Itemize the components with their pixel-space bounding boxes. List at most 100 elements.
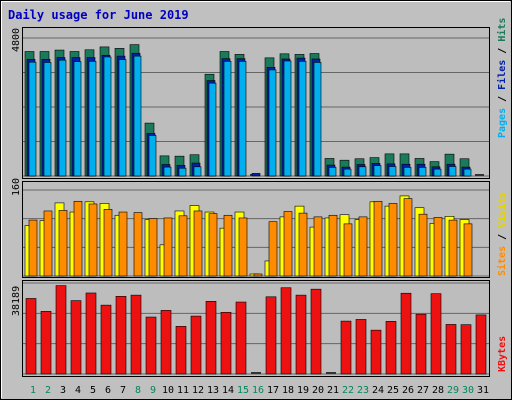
x-tick-label-day-2: 2 bbox=[45, 385, 51, 396]
x-tick-label-day-21: 21 bbox=[327, 385, 339, 396]
bar-kbytes-day-23 bbox=[355, 319, 367, 375]
kbytes-axis-label: KBytes bbox=[497, 336, 508, 372]
bar-sites-day-3 bbox=[58, 210, 68, 277]
requests-ymax-label: 4800 bbox=[11, 28, 22, 52]
x-axis-labels: 1 2 3 4 5 6 7 8 9 10 11 12 13 14 15 16 17 18 19 20 21 22 23 24 2… bbox=[30, 385, 489, 396]
bar-sites-day-4 bbox=[73, 200, 83, 277]
bar-kbytes-day-7 bbox=[115, 296, 127, 375]
x-tick-label-day-28: 28 bbox=[432, 385, 444, 396]
visits-ymax-label: 160 bbox=[11, 178, 22, 196]
bar-sites-day-8 bbox=[133, 212, 143, 277]
bar-pages-day-4 bbox=[73, 61, 82, 177]
bar-kbytes-day-13 bbox=[205, 301, 217, 375]
x-tick-label-day-13: 13 bbox=[207, 385, 219, 396]
bar-kbytes-day-17 bbox=[265, 296, 277, 375]
x-tick-label-day-17: 17 bbox=[267, 385, 279, 396]
bar-pages-day-14 bbox=[223, 60, 232, 177]
bar-sites-day-30 bbox=[463, 223, 473, 277]
bar-pages-day-22 bbox=[343, 168, 352, 177]
bar-pages-day-5 bbox=[88, 60, 97, 177]
bar-pages-day-19 bbox=[298, 60, 307, 177]
bar-kbytes-day-16 bbox=[251, 372, 261, 374]
visits-axis-label: Sites / Visits bbox=[496, 192, 508, 276]
bar-sites-day-25 bbox=[388, 203, 398, 277]
bar-kbytes-day-31 bbox=[475, 314, 487, 375]
requests-axis-label: Pages / Files / Hits bbox=[496, 18, 508, 138]
bar-sites-day-11 bbox=[178, 215, 188, 277]
x-tick-label-day-30: 30 bbox=[462, 385, 474, 396]
bar-pages-day-20 bbox=[313, 62, 322, 177]
bar-kbytes-day-29 bbox=[445, 324, 457, 375]
bars bbox=[24, 44, 487, 375]
bar-kbytes-day-21 bbox=[326, 372, 336, 374]
x-tick-label-day-10: 10 bbox=[162, 385, 174, 396]
x-tick-label-day-12: 12 bbox=[192, 385, 204, 396]
x-tick-label-day-29: 29 bbox=[447, 385, 459, 396]
bar-kbytes-day-10 bbox=[160, 310, 172, 375]
x-tick-label-day-8: 8 bbox=[135, 385, 141, 396]
panel-kbytes bbox=[22, 280, 490, 377]
bar-sites-day-21 bbox=[328, 214, 338, 277]
bar-pages-day-10 bbox=[163, 166, 172, 177]
bar-kbytes-day-1 bbox=[25, 298, 37, 375]
bar-kbytes-day-15 bbox=[235, 301, 247, 375]
bar-kbytes-day-18 bbox=[280, 287, 292, 375]
sites-label: Sites bbox=[496, 246, 508, 276]
bar-kbytes-day-24 bbox=[370, 329, 382, 375]
bar-pages-day-27 bbox=[418, 167, 427, 177]
bar-kbytes-day-11 bbox=[175, 326, 187, 375]
bar-sites-day-10 bbox=[163, 217, 173, 277]
bar-sites-day-12 bbox=[193, 210, 203, 277]
pages-label: Pages bbox=[497, 108, 508, 138]
bar-pages-day-30 bbox=[463, 168, 472, 177]
bar-sites-day-14 bbox=[223, 214, 233, 277]
x-tick-label-day-14: 14 bbox=[222, 385, 234, 396]
bar-pages-day-7 bbox=[118, 59, 127, 177]
bar-sites-day-20 bbox=[313, 216, 323, 277]
bar-sites-day-13 bbox=[208, 213, 218, 277]
bar-sites-day-2 bbox=[43, 210, 53, 277]
hits-label: Hits bbox=[496, 18, 508, 42]
bar-kbytes-day-27 bbox=[415, 313, 427, 375]
bar-kbytes-day-19 bbox=[295, 294, 307, 375]
x-tick-label-day-9: 9 bbox=[150, 385, 156, 396]
bar-sites-day-5 bbox=[88, 203, 98, 277]
bar-sites-day-23 bbox=[358, 216, 368, 277]
bar-pages-day-6 bbox=[103, 56, 112, 177]
bar-sites-day-19 bbox=[298, 212, 308, 277]
bar-pages-day-11 bbox=[178, 167, 187, 177]
x-tick-label-day-19: 19 bbox=[297, 385, 309, 396]
x-tick-label-day-26: 26 bbox=[402, 385, 414, 396]
x-tick-label-day-3: 3 bbox=[60, 385, 66, 396]
bar-pages-day-26 bbox=[403, 167, 412, 177]
bar-sites-day-22 bbox=[343, 223, 353, 277]
bar-sites-day-1 bbox=[28, 219, 38, 277]
x-tick-label-day-23: 23 bbox=[357, 385, 369, 396]
chart-title: Daily usage for June 2019 bbox=[8, 8, 189, 22]
kbytes-label: KBytes bbox=[497, 336, 508, 372]
bar-kbytes-day-12 bbox=[190, 315, 202, 375]
x-tick-label-day-20: 20 bbox=[312, 385, 324, 396]
bar-pages-day-3 bbox=[58, 59, 67, 177]
bar-sites-day-29 bbox=[448, 219, 458, 277]
x-tick-label-day-6: 6 bbox=[105, 385, 111, 396]
label-separator: / bbox=[497, 42, 508, 60]
bar-sites-day-6 bbox=[103, 209, 113, 277]
bar-pages-day-18 bbox=[283, 60, 292, 177]
x-tick-label-day-24: 24 bbox=[372, 385, 384, 396]
bar-kbytes-day-9 bbox=[145, 316, 157, 375]
bar-pages-day-28 bbox=[433, 168, 442, 177]
files-label: Files bbox=[496, 60, 508, 90]
bar-pages-day-23 bbox=[358, 166, 367, 177]
bar-sites-day-15 bbox=[238, 217, 248, 277]
bar-sites-day-9 bbox=[148, 218, 158, 277]
bar-pages-day-17 bbox=[268, 69, 277, 177]
bar-sites-day-7 bbox=[118, 211, 128, 277]
label-separator: / bbox=[497, 90, 508, 108]
bar-kbytes-day-4 bbox=[70, 300, 82, 375]
x-tick-label-day-1: 1 bbox=[30, 385, 36, 396]
x-tick-label-day-18: 18 bbox=[282, 385, 294, 396]
bar-pages-day-24 bbox=[373, 165, 382, 177]
bar-pages-day-15 bbox=[238, 60, 247, 177]
